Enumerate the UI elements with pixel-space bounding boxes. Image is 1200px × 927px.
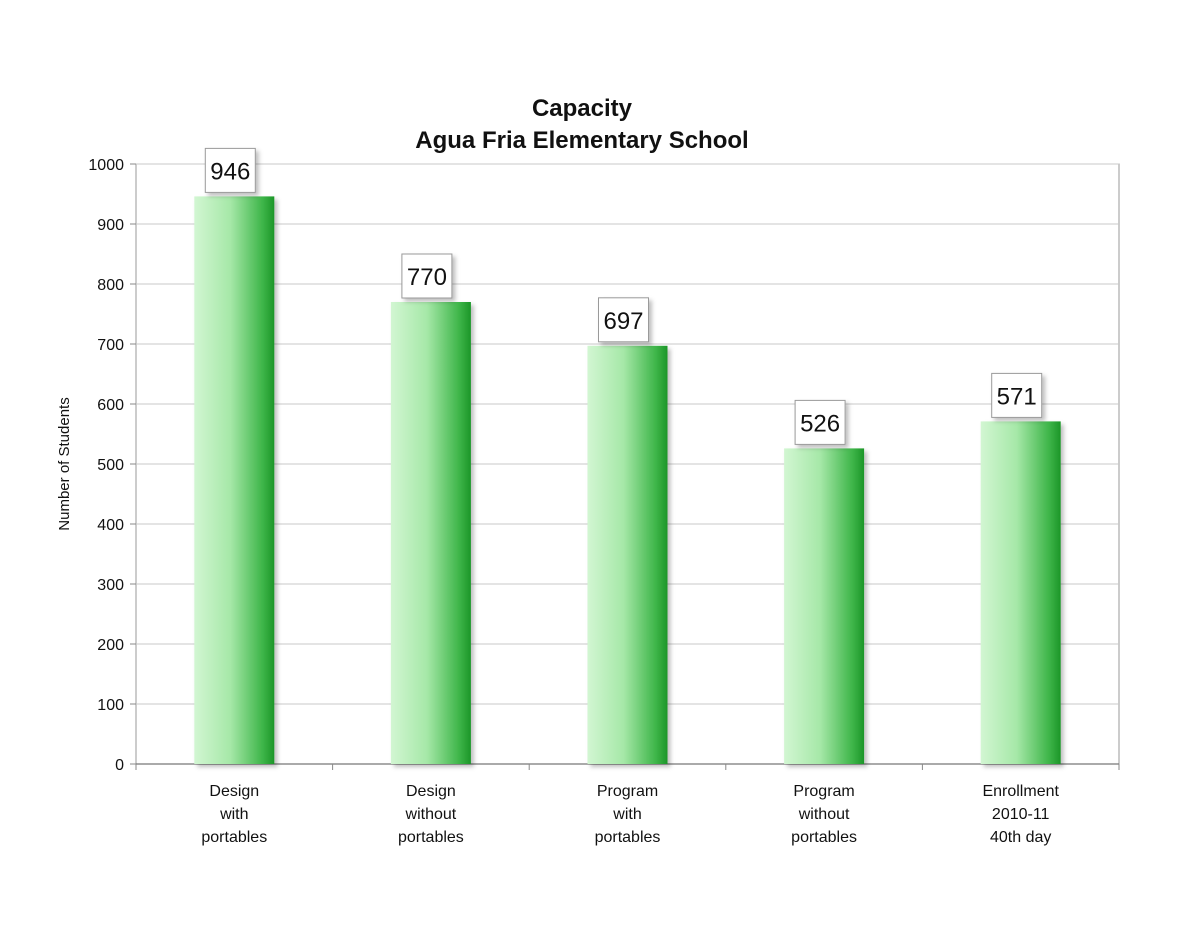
y-tick-label: 200 [97,637,124,654]
y-tick-label: 700 [97,337,124,354]
y-tick-label: 300 [97,577,124,594]
data-label: 571 [997,383,1037,410]
data-label-box [204,147,256,193]
bar [587,345,668,764]
y-tick-label: 500 [97,457,124,474]
data-label-box [598,297,649,343]
x-category-label: Design [209,783,259,800]
x-category-label: portables [398,829,464,846]
bars [194,196,1061,764]
x-category-label: without [405,806,457,823]
data-label-box [794,399,846,445]
data-label: 697 [603,308,643,335]
x-category-label: portables [595,829,661,846]
y-tick-label: 900 [97,217,124,234]
y-tick-label: 100 [97,697,124,714]
y-axis-ticks: 0 100 200 300 400 500 600 700 800 900 1000 [88,157,136,774]
chart-title-line-2: Agua Fria Elementary School [415,127,748,154]
x-category-label: Enrollment [982,783,1059,800]
data-label: 526 [800,410,840,437]
x-category-label: portables [791,829,857,846]
x-category-label: without [798,806,850,823]
x-axis-ticks: Design with portables Design without portable… [135,764,1120,846]
grid-lines [136,163,1119,765]
y-tick-label: 400 [97,517,124,534]
data-labels: 946 770 697 526 571 [204,147,1043,445]
data-label-box [991,372,1043,418]
x-category-label: with [612,806,641,823]
x-category-label: Program [597,783,658,800]
y-tick-label: 1000 [88,157,124,174]
data-label: 946 [210,158,250,185]
chart-title-line-1: Capacity [532,95,633,122]
y-axis-label: Number of Students [56,397,73,530]
x-category-label: 40th day [990,829,1051,846]
y-tick-label: 800 [97,277,124,294]
data-label-box [401,253,453,299]
x-category-label: 2010-11 [992,806,1050,823]
bar [980,421,1061,764]
bar [390,302,471,764]
x-category-label: portables [201,829,267,846]
bar [784,448,865,764]
y-tick-label: 600 [97,397,124,414]
chart-title: Capacity Agua Fria Elementary School [415,95,748,154]
y-tick-label: 0 [115,757,124,774]
x-category-label: Program [793,783,854,800]
x-category-label: Design [406,783,456,800]
x-category-label: with [219,806,248,823]
data-label: 770 [407,264,447,291]
bar [194,196,275,764]
